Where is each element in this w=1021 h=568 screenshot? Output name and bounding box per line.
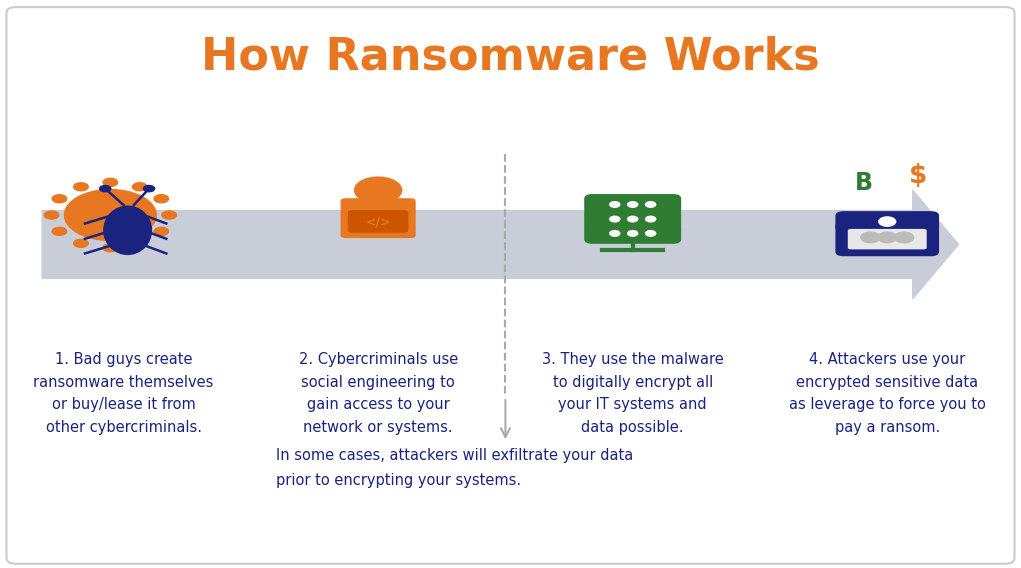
- Text: In some cases, attackers will exfiltrate your data
prior to encrypting your syst: In some cases, attackers will exfiltrate…: [277, 448, 634, 487]
- Circle shape: [52, 195, 66, 203]
- Circle shape: [74, 183, 88, 191]
- Text: </>: </>: [366, 215, 391, 228]
- Circle shape: [162, 211, 177, 219]
- Text: 1. Bad guys create
ransomware themselves
or buy/lease it from
other cybercrimina: 1. Bad guys create ransomware themselves…: [34, 352, 213, 435]
- Text: B: B: [855, 171, 873, 195]
- Circle shape: [628, 216, 638, 222]
- FancyBboxPatch shape: [584, 223, 681, 244]
- Circle shape: [154, 195, 168, 203]
- Circle shape: [64, 190, 156, 240]
- Ellipse shape: [104, 206, 151, 254]
- Circle shape: [645, 231, 655, 236]
- Text: How Ransomware Works: How Ransomware Works: [201, 35, 820, 78]
- Circle shape: [154, 227, 168, 235]
- FancyArrow shape: [42, 190, 959, 299]
- Circle shape: [878, 232, 896, 243]
- FancyBboxPatch shape: [584, 194, 681, 215]
- FancyBboxPatch shape: [835, 221, 939, 256]
- Circle shape: [354, 177, 401, 203]
- Text: 2. Cybercriminals use
social engineering to
gain access to your
network or syste: 2. Cybercriminals use social engineering…: [298, 352, 457, 435]
- Circle shape: [610, 216, 620, 222]
- FancyBboxPatch shape: [6, 7, 1015, 564]
- Circle shape: [133, 239, 147, 247]
- Text: 4. Attackers use your
encrypted sensitive data
as leverage to force you to
pay a: 4. Attackers use your encrypted sensitiv…: [789, 352, 985, 435]
- Circle shape: [143, 186, 154, 192]
- Circle shape: [645, 202, 655, 207]
- FancyBboxPatch shape: [341, 198, 416, 238]
- FancyBboxPatch shape: [847, 229, 927, 249]
- Circle shape: [610, 202, 620, 207]
- Circle shape: [879, 217, 895, 226]
- Circle shape: [74, 239, 88, 247]
- FancyBboxPatch shape: [348, 210, 408, 233]
- Circle shape: [628, 231, 638, 236]
- Circle shape: [645, 216, 655, 222]
- FancyBboxPatch shape: [584, 208, 681, 229]
- Text: $: $: [909, 162, 927, 189]
- FancyBboxPatch shape: [835, 211, 939, 232]
- Circle shape: [861, 232, 880, 243]
- Circle shape: [52, 227, 66, 235]
- Circle shape: [610, 231, 620, 236]
- Circle shape: [44, 211, 59, 219]
- Circle shape: [894, 232, 914, 243]
- Circle shape: [628, 202, 638, 207]
- Circle shape: [100, 186, 111, 192]
- Circle shape: [133, 183, 147, 191]
- Text: 3. They use the malware
to digitally encrypt all
your IT systems and
data possib: 3. They use the malware to digitally enc…: [542, 352, 724, 435]
- Circle shape: [103, 244, 117, 252]
- Circle shape: [103, 178, 117, 186]
